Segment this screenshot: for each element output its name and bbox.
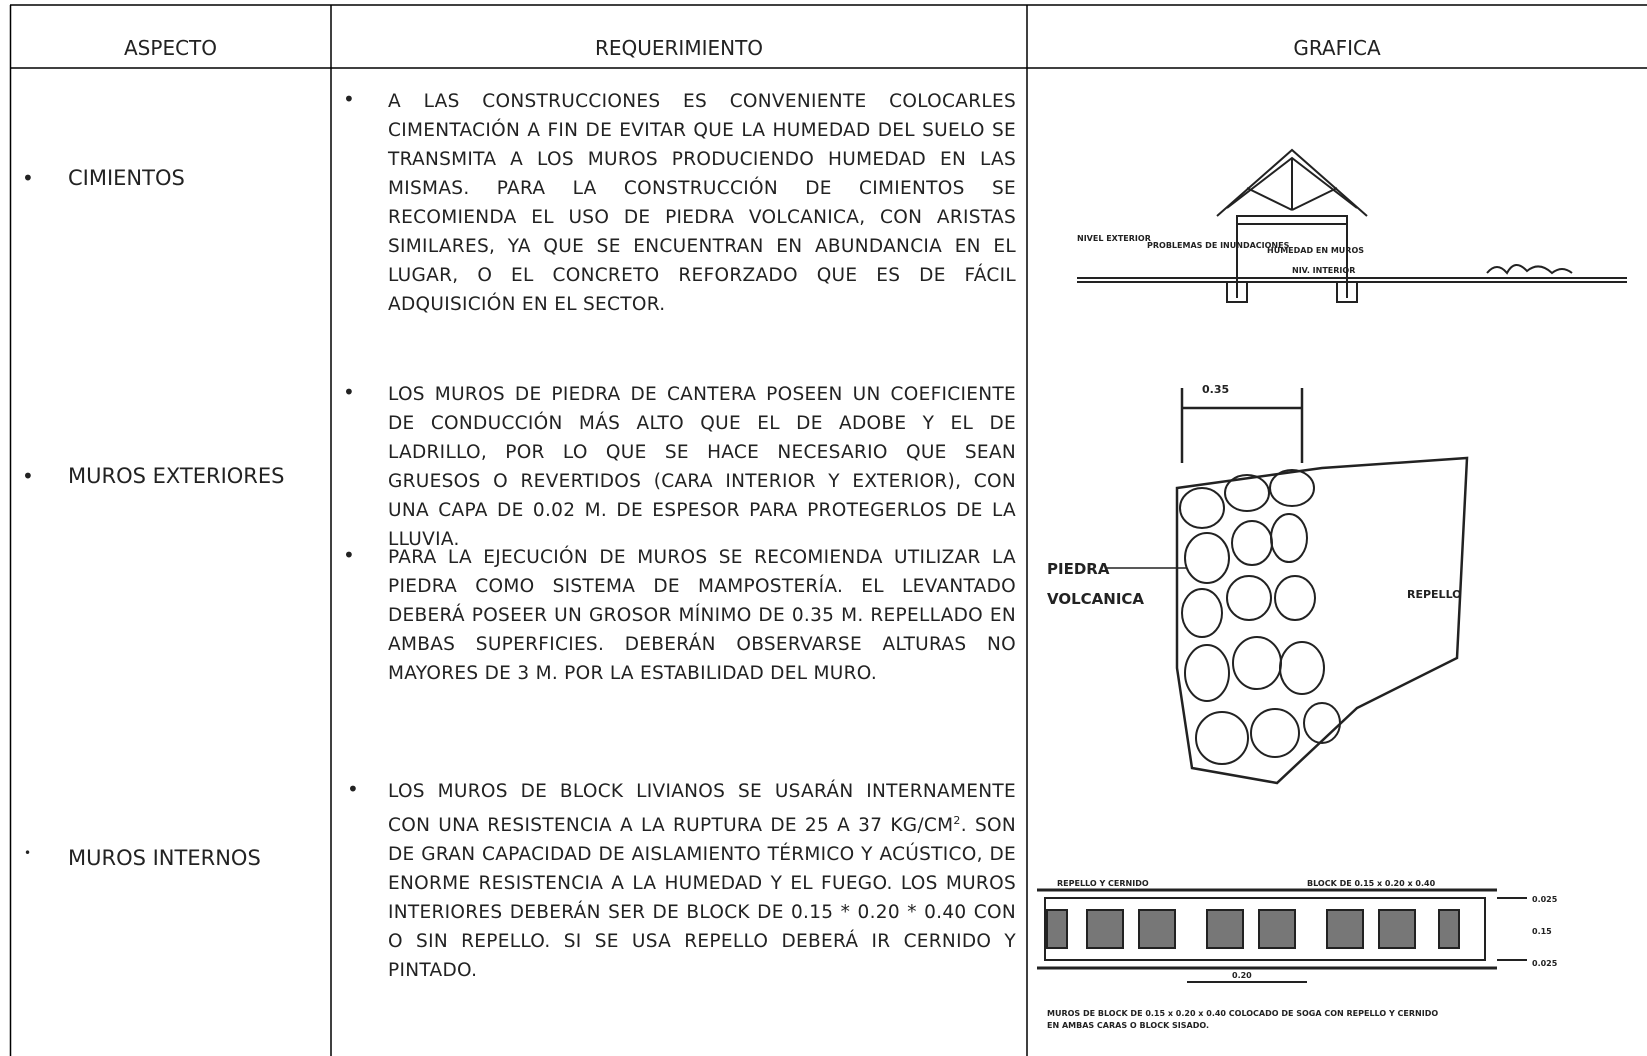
drawing-label: VOLCANICA bbox=[1047, 590, 1144, 608]
requirement: A LAS CONSTRUCCIONES ES CONVENIENTE COLO… bbox=[388, 91, 1016, 315]
header-cell: GRAFICA bbox=[1293, 36, 1381, 60]
bullet: • bbox=[343, 380, 355, 404]
drawing-label: NIVEL EXTERIOR bbox=[1077, 234, 1151, 243]
foundation-drawing bbox=[1077, 148, 1627, 303]
drawing-label: 0.025 bbox=[1532, 895, 1558, 904]
header-cell: REQUERIMIENTO bbox=[594, 36, 764, 60]
bullet: • bbox=[343, 543, 355, 567]
drawing-label: PIEDRA bbox=[1047, 560, 1110, 578]
drawing-caption: MUROS DE BLOCK DE 0.15 x 0.20 x 0.40 COL… bbox=[1047, 1009, 1438, 1018]
drawing-label: REPELLO Y CERNIDO bbox=[1057, 879, 1149, 888]
drawing-label: HUMEDAD EN MUROS bbox=[1267, 246, 1364, 255]
drawing-label: 0.15 bbox=[1532, 927, 1552, 936]
bullet: • bbox=[22, 166, 34, 190]
bullet: • bbox=[343, 87, 355, 111]
drawing-label: 0.20 bbox=[1232, 971, 1252, 980]
drawing-label: PROBLEMAS DE INUNDACIONES bbox=[1147, 241, 1290, 250]
bullet: • bbox=[24, 846, 32, 860]
aspect: CIMIENTOS bbox=[68, 166, 185, 190]
header-cell: ASPECTO bbox=[124, 36, 217, 60]
drawing-label: NIV. INTERIOR bbox=[1292, 266, 1355, 275]
superscript: 2 bbox=[953, 814, 961, 827]
stone-wall-drawing bbox=[1107, 388, 1469, 785]
aspect: MUROS INTERNOS bbox=[68, 846, 261, 870]
text: . SON DE GRAN CAPACIDAD DE AISLAMIENTO T… bbox=[388, 815, 1016, 982]
drawing-label: REPELLO bbox=[1407, 588, 1462, 601]
graphics: NIVEL EXTERIOR PROBLEMAS DE INUNDACIONES… bbox=[1037, 148, 1627, 1030]
requirement: PARA LA EJECUCIÓN DE MUROS SE RECOMIENDA… bbox=[388, 547, 1016, 684]
bullet: • bbox=[22, 464, 34, 488]
dimension-label: 0.35 bbox=[1202, 383, 1229, 396]
requirement: LOS MUROS DE PIEDRA DE CANTERA POSEEN UN… bbox=[388, 384, 1016, 550]
aspect: MUROS EXTERIORES bbox=[68, 464, 285, 488]
drawing-caption: EN AMBAS CARAS O BLOCK SISADO. bbox=[1047, 1021, 1209, 1030]
bullet: • bbox=[347, 777, 359, 801]
requirement: LOS MUROS DE BLOCK LIVIANOS SE USARÁN IN… bbox=[388, 777, 1016, 985]
drawing-label: 0.025 bbox=[1532, 959, 1558, 968]
block-wall-drawing bbox=[1037, 888, 1527, 983]
drawing-label: BLOCK DE 0.15 x 0.20 x 0.40 bbox=[1307, 879, 1436, 888]
text: LOS MUROS DE BLOCK LIVIANOS SE USARÁN IN… bbox=[388, 781, 1016, 837]
